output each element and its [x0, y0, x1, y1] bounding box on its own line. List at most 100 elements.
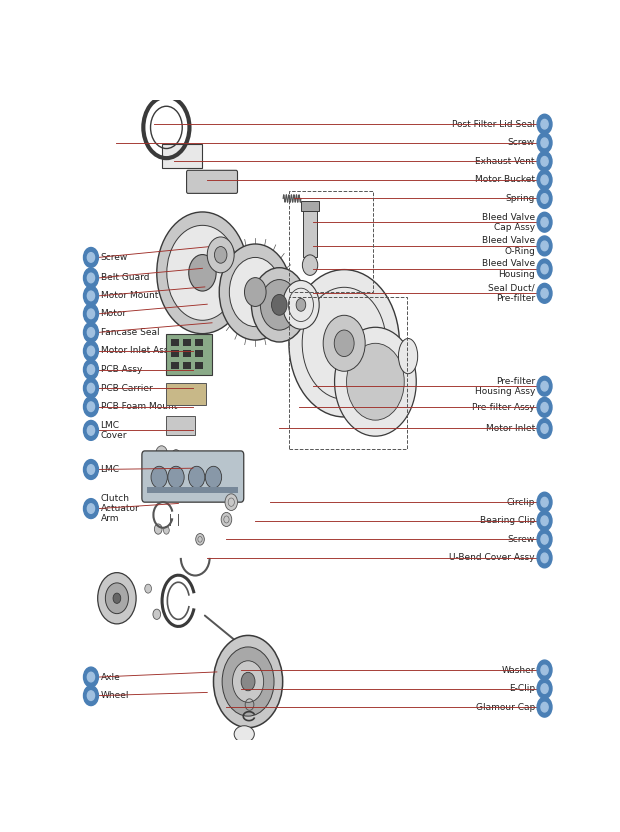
Circle shape	[541, 666, 548, 675]
Circle shape	[296, 299, 306, 311]
Bar	[171, 350, 179, 358]
Circle shape	[84, 686, 99, 706]
Circle shape	[188, 466, 205, 488]
Circle shape	[347, 344, 404, 420]
Circle shape	[87, 691, 95, 701]
Circle shape	[84, 247, 99, 267]
Circle shape	[303, 255, 317, 275]
Circle shape	[87, 465, 95, 474]
Circle shape	[168, 466, 184, 488]
Circle shape	[84, 420, 99, 440]
Circle shape	[225, 494, 237, 511]
Circle shape	[283, 280, 319, 329]
FancyBboxPatch shape	[142, 451, 244, 503]
Circle shape	[272, 295, 287, 315]
Circle shape	[537, 376, 552, 396]
Circle shape	[260, 280, 298, 330]
Bar	[289, 191, 373, 292]
Circle shape	[84, 323, 99, 342]
Circle shape	[87, 291, 95, 300]
Circle shape	[537, 493, 552, 512]
Text: Belt Guard: Belt Guard	[100, 274, 149, 282]
Circle shape	[84, 341, 99, 361]
Circle shape	[87, 402, 95, 412]
Text: Pre-filter Assy: Pre-filter Assy	[472, 403, 535, 412]
Bar	[184, 362, 191, 369]
Circle shape	[84, 359, 99, 379]
Circle shape	[541, 516, 548, 526]
Circle shape	[84, 667, 99, 687]
Circle shape	[87, 364, 95, 374]
Circle shape	[145, 584, 151, 593]
Circle shape	[87, 328, 95, 337]
Bar	[184, 339, 191, 346]
Circle shape	[541, 217, 548, 227]
Circle shape	[154, 524, 162, 534]
Circle shape	[156, 446, 167, 461]
Bar	[303, 211, 317, 257]
Circle shape	[87, 253, 95, 262]
Circle shape	[205, 466, 222, 488]
Circle shape	[105, 583, 128, 614]
Circle shape	[541, 138, 548, 147]
Text: Screw: Screw	[508, 138, 535, 147]
Circle shape	[541, 534, 548, 544]
Circle shape	[87, 672, 95, 682]
Circle shape	[196, 533, 205, 545]
Text: Bleed Valve
Cap Assy: Bleed Valve Cap Assy	[482, 212, 535, 232]
Bar	[147, 487, 239, 493]
Circle shape	[541, 423, 548, 433]
FancyBboxPatch shape	[187, 171, 237, 193]
Circle shape	[84, 304, 99, 324]
Circle shape	[87, 273, 95, 283]
Circle shape	[537, 212, 552, 232]
Bar	[190, 173, 236, 191]
Text: PCB Assy: PCB Assy	[100, 365, 142, 374]
Circle shape	[222, 647, 274, 716]
Circle shape	[537, 151, 552, 171]
Circle shape	[537, 679, 552, 699]
Circle shape	[541, 156, 548, 166]
Circle shape	[537, 259, 552, 279]
Circle shape	[87, 346, 95, 356]
Circle shape	[157, 212, 248, 334]
Circle shape	[232, 661, 264, 702]
Text: PCB Foam Mount: PCB Foam Mount	[100, 402, 177, 411]
Circle shape	[84, 397, 99, 417]
Bar	[166, 383, 206, 405]
Circle shape	[537, 398, 552, 418]
Text: LMC
Cover: LMC Cover	[100, 421, 127, 440]
Circle shape	[537, 418, 552, 438]
Text: LMC: LMC	[100, 465, 120, 474]
Text: Bleed Valve
O-Ring: Bleed Valve O-Ring	[482, 236, 535, 255]
Circle shape	[541, 381, 548, 391]
Circle shape	[167, 225, 238, 320]
Text: Bleed Valve
Housing: Bleed Valve Housing	[482, 260, 535, 279]
Text: E-Clip: E-Clip	[509, 684, 535, 693]
Text: Circlip: Circlip	[507, 498, 535, 507]
Circle shape	[334, 330, 354, 357]
Bar	[195, 339, 203, 346]
Circle shape	[229, 257, 281, 327]
Circle shape	[172, 449, 180, 461]
Text: Screw: Screw	[508, 535, 535, 544]
Circle shape	[153, 609, 161, 619]
Circle shape	[541, 403, 548, 412]
Text: Wheel: Wheel	[100, 691, 129, 701]
Bar	[289, 296, 407, 449]
Circle shape	[541, 702, 548, 712]
Circle shape	[215, 246, 227, 263]
Bar	[171, 339, 179, 346]
Circle shape	[537, 114, 552, 134]
Circle shape	[87, 384, 95, 393]
Bar	[166, 334, 212, 375]
Circle shape	[541, 175, 548, 185]
Circle shape	[252, 268, 307, 342]
Text: Motor Mount: Motor Mount	[100, 291, 158, 300]
Ellipse shape	[399, 339, 418, 374]
Circle shape	[164, 527, 169, 534]
Circle shape	[244, 278, 266, 306]
Text: Motor: Motor	[100, 310, 126, 319]
Circle shape	[537, 170, 552, 190]
Circle shape	[537, 284, 552, 303]
